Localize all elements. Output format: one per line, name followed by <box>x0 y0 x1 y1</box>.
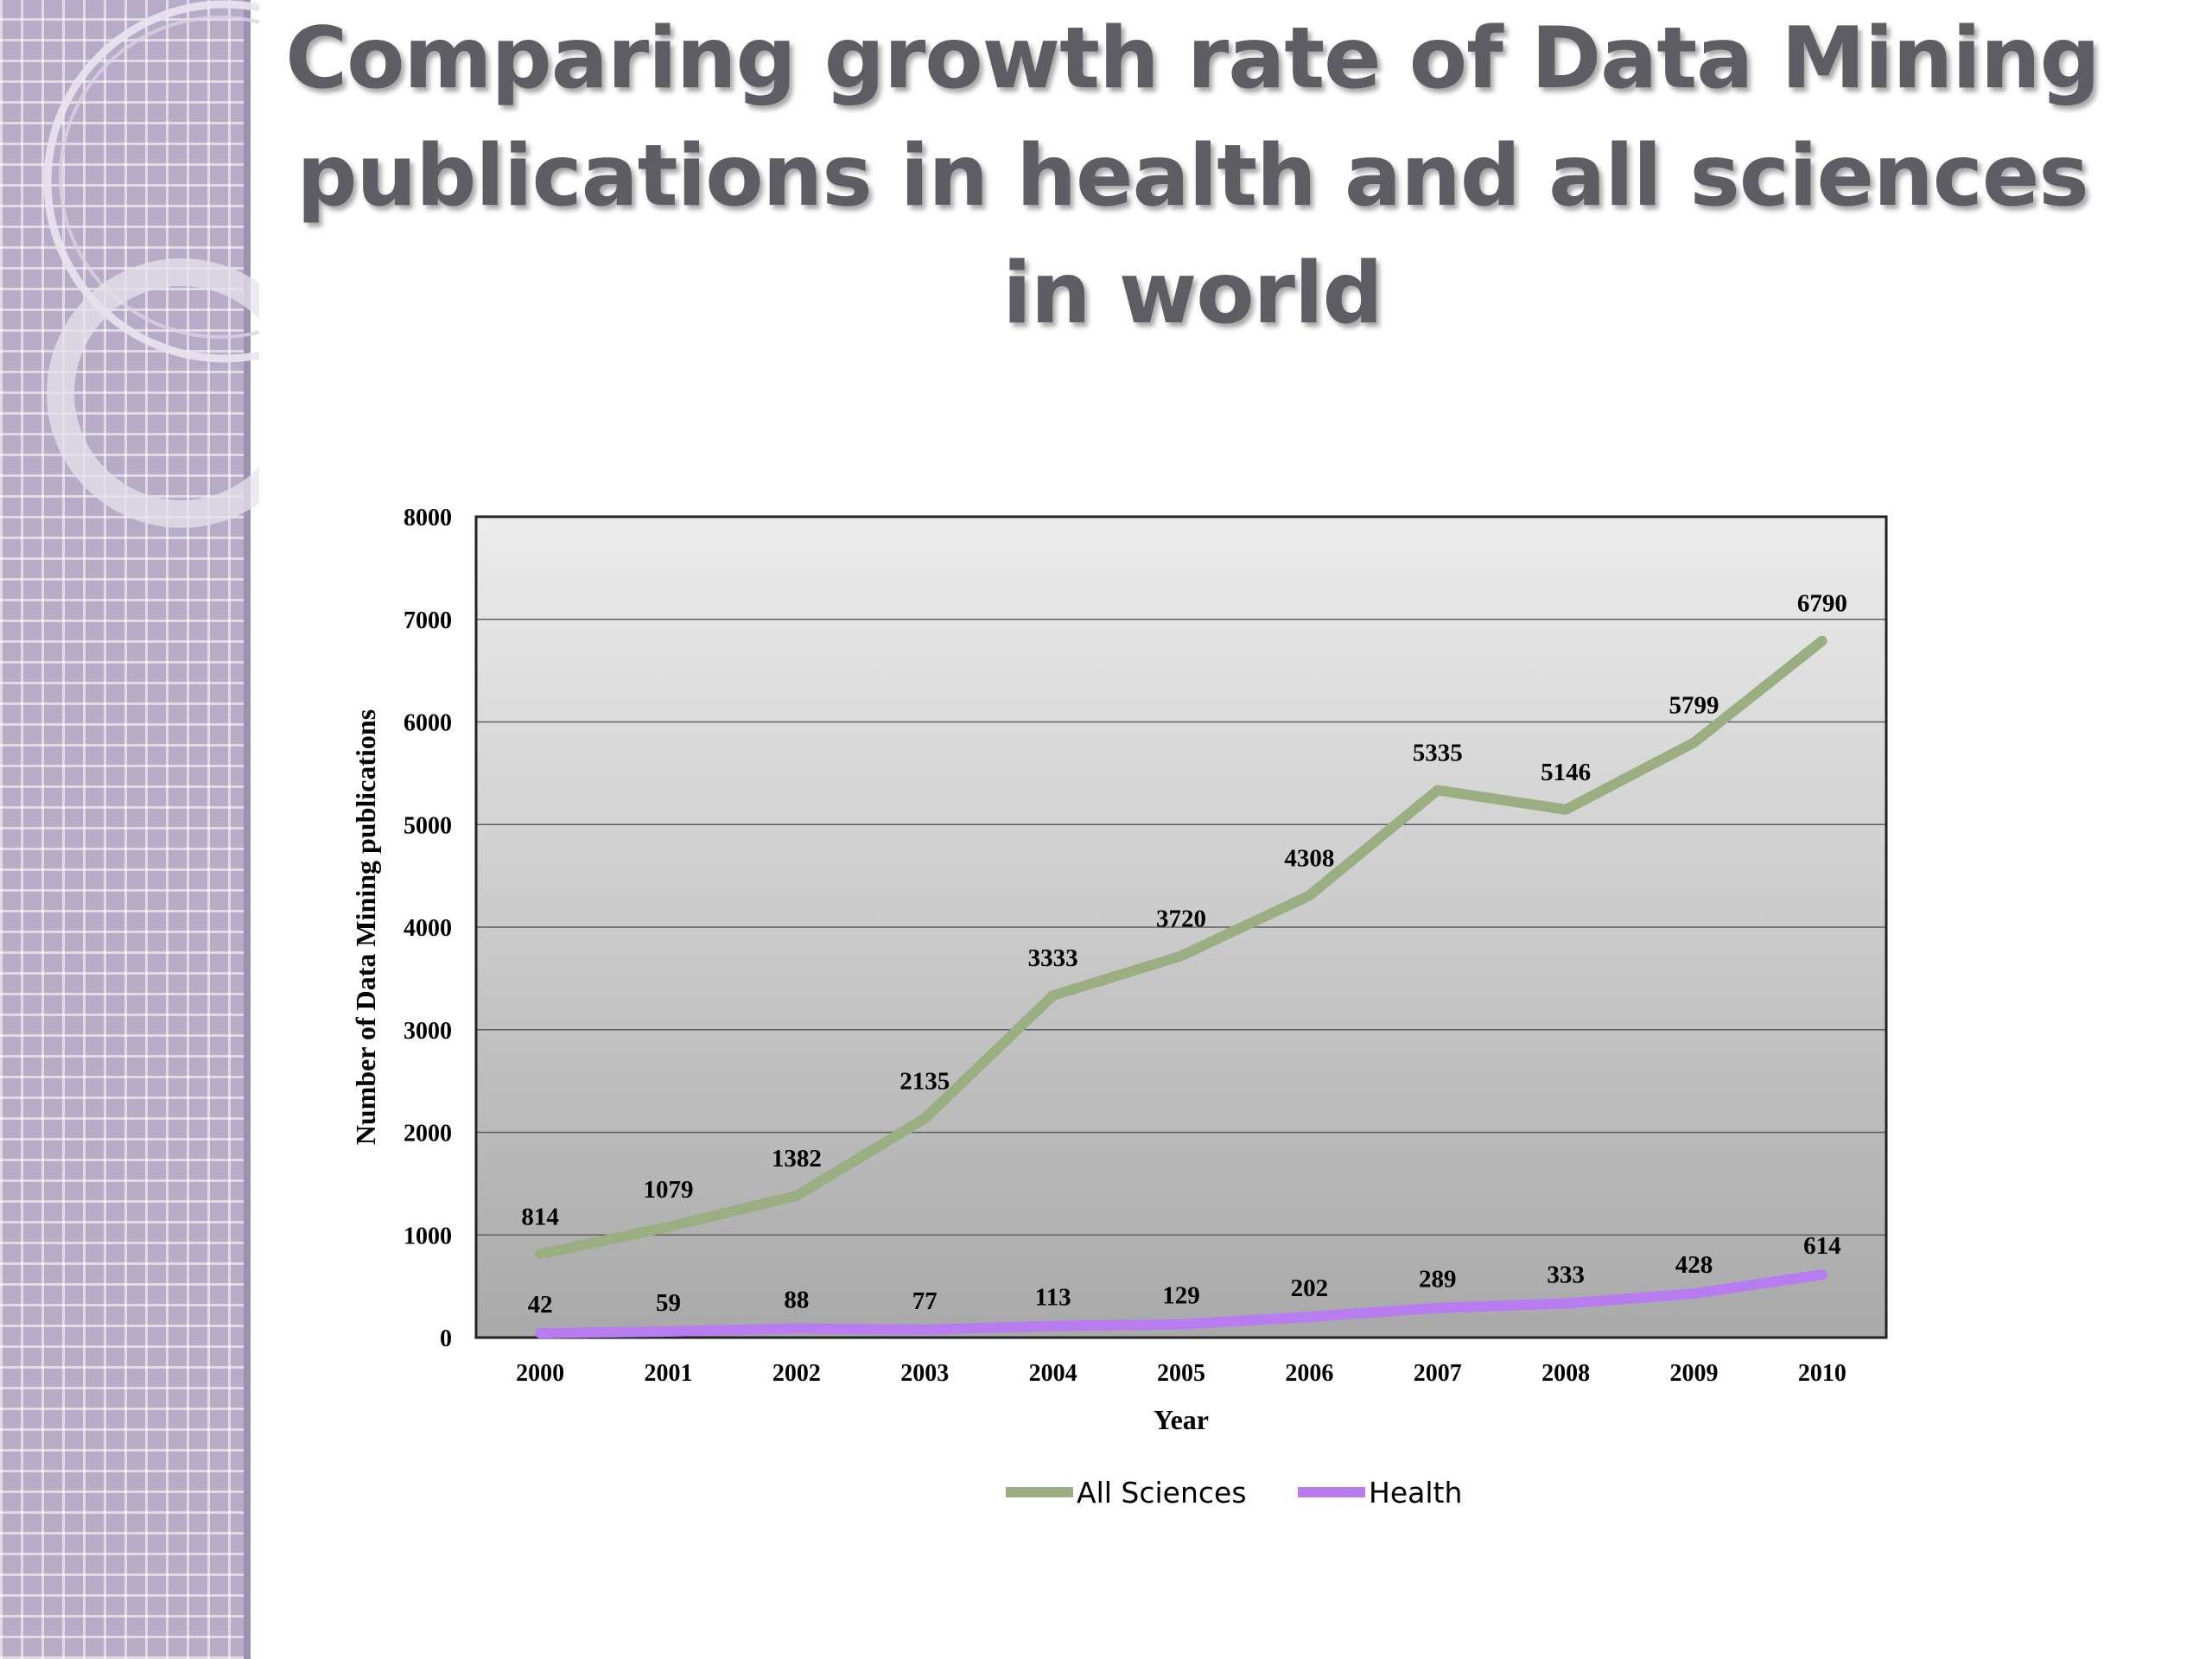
y-tick-label: 4000 <box>404 915 452 942</box>
data-label-health: 129 <box>1162 1282 1200 1310</box>
plot-border <box>474 515 1888 1339</box>
data-point-health <box>1817 1270 1827 1280</box>
data-label-all-sciences: 814 <box>521 1203 559 1230</box>
y-tick-label: 3000 <box>404 1018 452 1045</box>
x-tick-label: 2002 <box>772 1360 821 1387</box>
data-point-all-sciences <box>1433 785 1442 795</box>
data-point-health <box>536 1329 545 1338</box>
data-point-all-sciences <box>1305 891 1314 900</box>
data-point-all-sciences <box>1177 951 1185 961</box>
data-point-health <box>791 1324 801 1333</box>
data-label-health: 59 <box>656 1289 681 1317</box>
y-tick-label: 1000 <box>404 1223 452 1249</box>
slide-title: Comparing growth rate of Data Mining pub… <box>285 10 2101 343</box>
data-label-health: 42 <box>528 1291 553 1319</box>
data-point-all-sciences <box>536 1249 545 1259</box>
x-axis-title: Year <box>1154 1404 1209 1435</box>
x-axis-ticks: 2000 2001 2002 2003 2004 2005 2006 2007 2008 2009… <box>516 1360 1847 1387</box>
data-point-health <box>1048 1321 1058 1331</box>
data-point-all-sciences <box>1048 991 1058 1001</box>
data-point-all-sciences <box>920 1114 930 1123</box>
legend: All Sciences Health <box>1006 1476 1462 1510</box>
decorative-ring-inner <box>59 16 259 339</box>
x-tick-label: 2006 <box>1285 1360 1333 1387</box>
data-label-health: 289 <box>1419 1266 1457 1294</box>
data-label-health: 113 <box>1035 1284 1071 1312</box>
data-point-all-sciences <box>1817 636 1827 645</box>
data-point-all-sciences <box>791 1191 801 1200</box>
data-label-health: 77 <box>912 1287 938 1315</box>
data-labels: 814 1079 1382 2135 3333 3720 4308 5335 5146 5799 6… <box>521 590 1847 1319</box>
x-tick-label: 2001 <box>645 1360 693 1387</box>
data-point-all-sciences <box>664 1222 673 1231</box>
y-tick-label: 6000 <box>404 710 452 737</box>
y-tick-label: 7000 <box>404 607 452 634</box>
x-tick-label: 2005 <box>1157 1360 1205 1387</box>
data-label-all-sciences: 5335 <box>1413 739 1463 766</box>
data-label-all-sciences: 6790 <box>1797 590 1847 618</box>
x-tick-label: 2007 <box>1414 1360 1462 1387</box>
data-label-health: 333 <box>1547 1261 1585 1288</box>
y-tick-label: 8000 <box>404 505 452 531</box>
data-label-health: 202 <box>1291 1274 1329 1302</box>
x-tick-label: 2003 <box>900 1360 949 1387</box>
data-label-all-sciences: 3720 <box>1156 905 1206 932</box>
x-tick-label: 2009 <box>1669 1360 1718 1387</box>
sidebar-edge <box>244 0 251 1659</box>
legend-label-health: Health <box>1369 1476 1462 1510</box>
gridlines <box>476 619 1886 1236</box>
data-label-all-sciences: 2135 <box>899 1067 950 1095</box>
data-point-health <box>1689 1289 1699 1299</box>
data-point-all-sciences <box>1689 738 1699 747</box>
data-label-all-sciences: 4308 <box>1284 844 1334 872</box>
data-point-health <box>664 1326 673 1336</box>
data-point-health <box>1177 1319 1185 1329</box>
decorative-ring-large <box>43 0 259 363</box>
data-label-all-sciences: 3333 <box>1028 944 1078 972</box>
data-label-health: 428 <box>1675 1251 1713 1279</box>
data-point-all-sciences <box>1561 804 1571 814</box>
y-axis-ticks: 0 1000 2000 3000 4000 5000 6000 7000 8000 <box>404 505 452 1352</box>
x-tick-label: 2010 <box>1798 1360 1847 1387</box>
y-tick-label: 2000 <box>404 1121 452 1147</box>
x-tick-label: 2004 <box>1029 1360 1077 1387</box>
legend-label-all-sciences: All Sciences <box>1077 1476 1247 1510</box>
data-label-health: 88 <box>784 1287 809 1314</box>
data-label-all-sciences: 1079 <box>644 1176 694 1204</box>
y-tick-label: 0 <box>440 1325 452 1352</box>
data-label-all-sciences: 5799 <box>1669 691 1719 719</box>
y-axis-title: Number of Data Mining publications <box>350 709 381 1145</box>
decorative-rings <box>43 0 259 528</box>
y-tick-label: 5000 <box>404 812 452 839</box>
data-point-health <box>1433 1303 1442 1313</box>
x-tick-label: 2000 <box>516 1360 564 1387</box>
decorative-ring-small <box>47 258 259 528</box>
data-label-all-sciences: 5146 <box>1541 759 1591 786</box>
data-label-all-sciences: 1382 <box>772 1145 822 1173</box>
data-point-health <box>1305 1313 1314 1322</box>
data-point-health <box>920 1325 930 1334</box>
x-tick-label: 2008 <box>1541 1360 1590 1387</box>
data-label-health: 614 <box>1803 1232 1841 1260</box>
series-lines <box>535 635 1827 1338</box>
data-point-health <box>1561 1299 1571 1308</box>
